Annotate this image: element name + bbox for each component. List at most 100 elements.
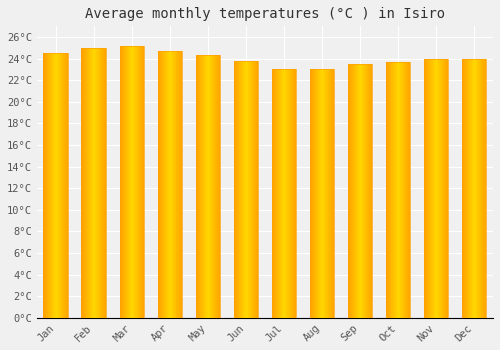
Bar: [292, 70, 293, 318]
Bar: [361, 64, 362, 318]
Bar: [235, 61, 236, 318]
Bar: [331, 70, 332, 318]
Bar: [206, 55, 207, 318]
Bar: [278, 70, 279, 318]
Bar: [93, 48, 94, 318]
Bar: [102, 48, 103, 318]
Bar: [85, 48, 86, 318]
Bar: [198, 55, 199, 318]
Bar: [127, 46, 128, 318]
Bar: [126, 46, 127, 318]
Bar: [282, 70, 283, 318]
Bar: [428, 59, 430, 318]
Bar: [485, 59, 486, 318]
Bar: [178, 51, 179, 318]
Bar: [196, 55, 197, 318]
Bar: [254, 61, 255, 318]
Bar: [92, 48, 93, 318]
Bar: [438, 59, 440, 318]
Bar: [424, 59, 426, 318]
Bar: [402, 62, 403, 318]
Bar: [286, 70, 287, 318]
Bar: [288, 70, 289, 318]
Bar: [63, 53, 64, 318]
Bar: [350, 64, 351, 318]
Bar: [58, 53, 59, 318]
Bar: [100, 48, 102, 318]
Bar: [120, 46, 121, 318]
Bar: [462, 59, 486, 318]
Bar: [386, 62, 410, 318]
Bar: [332, 70, 334, 318]
Bar: [466, 59, 468, 318]
Bar: [62, 53, 63, 318]
Bar: [287, 70, 288, 318]
Bar: [314, 70, 316, 318]
Bar: [348, 64, 372, 318]
Bar: [46, 53, 47, 318]
Bar: [211, 55, 212, 318]
Bar: [290, 70, 292, 318]
Bar: [396, 62, 397, 318]
Bar: [66, 53, 68, 318]
Bar: [245, 61, 246, 318]
Bar: [98, 48, 99, 318]
Bar: [47, 53, 48, 318]
Bar: [130, 46, 131, 318]
Bar: [322, 70, 323, 318]
Bar: [404, 62, 406, 318]
Bar: [54, 53, 55, 318]
Bar: [328, 70, 330, 318]
Bar: [279, 70, 280, 318]
Bar: [359, 64, 360, 318]
Bar: [426, 59, 427, 318]
Bar: [468, 59, 469, 318]
Bar: [432, 59, 434, 318]
Bar: [52, 53, 54, 318]
Bar: [159, 51, 160, 318]
Bar: [431, 59, 432, 318]
Bar: [274, 70, 275, 318]
Bar: [324, 70, 326, 318]
Bar: [141, 46, 142, 318]
Bar: [158, 51, 182, 318]
Bar: [327, 70, 328, 318]
Title: Average monthly temperatures (°C ) in Isiro: Average monthly temperatures (°C ) in Is…: [85, 7, 445, 21]
Bar: [123, 46, 124, 318]
Bar: [122, 46, 123, 318]
Bar: [140, 46, 141, 318]
Bar: [358, 64, 359, 318]
Bar: [60, 53, 61, 318]
Bar: [437, 59, 438, 318]
Bar: [214, 55, 216, 318]
Bar: [366, 64, 368, 318]
Bar: [158, 51, 159, 318]
Bar: [160, 51, 161, 318]
Bar: [90, 48, 92, 318]
Bar: [175, 51, 176, 318]
Bar: [236, 61, 237, 318]
Bar: [45, 53, 46, 318]
Bar: [97, 48, 98, 318]
Bar: [470, 59, 471, 318]
Bar: [50, 53, 51, 318]
Bar: [407, 62, 408, 318]
Bar: [120, 46, 144, 318]
Bar: [283, 70, 284, 318]
Bar: [476, 59, 478, 318]
Bar: [176, 51, 178, 318]
Bar: [162, 51, 164, 318]
Bar: [203, 55, 204, 318]
Bar: [397, 62, 398, 318]
Bar: [310, 70, 334, 318]
Bar: [248, 61, 249, 318]
Bar: [398, 62, 399, 318]
Bar: [330, 70, 331, 318]
Bar: [390, 62, 392, 318]
Bar: [249, 61, 250, 318]
Bar: [360, 64, 361, 318]
Bar: [318, 70, 320, 318]
Bar: [370, 64, 372, 318]
Bar: [161, 51, 162, 318]
Bar: [56, 53, 58, 318]
